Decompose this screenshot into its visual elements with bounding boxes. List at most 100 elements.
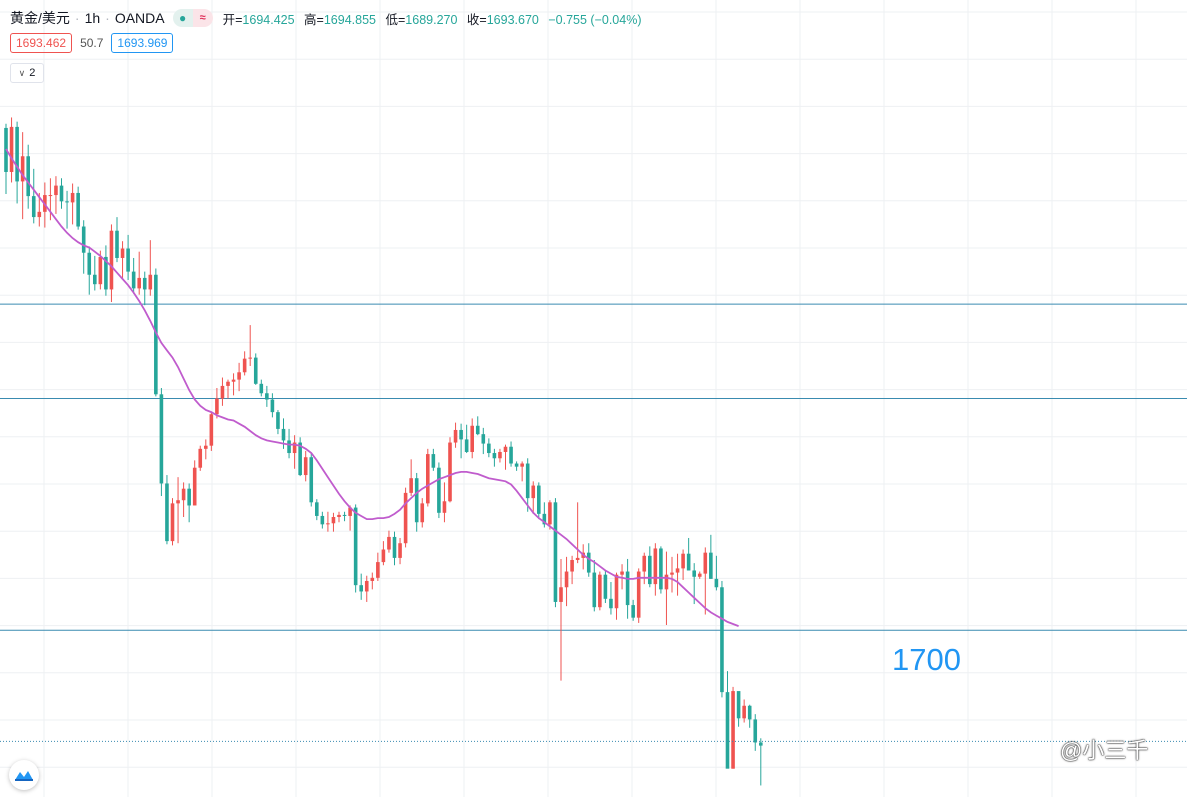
separator-dot: · (74, 10, 80, 26)
candle (581, 544, 585, 570)
candle (592, 559, 597, 612)
interval-label[interactable]: 1h (84, 10, 101, 26)
candle-body (759, 742, 763, 746)
candle-body (54, 185, 58, 196)
watermark-text: @小三千 (1060, 738, 1149, 763)
candle-body (298, 442, 302, 476)
candle (442, 482, 447, 523)
level-label-1700: 1700 (892, 642, 961, 677)
candle-body (664, 574, 669, 590)
candle-body (487, 443, 491, 454)
candle (492, 448, 497, 467)
sell-price-button[interactable]: 1693.462 (10, 33, 73, 53)
candle-body (276, 412, 280, 429)
candlestick-series (4, 117, 763, 786)
candle (659, 546, 663, 594)
candle-body (509, 446, 513, 464)
candle (381, 541, 386, 566)
candle-body (431, 454, 436, 468)
candle (648, 546, 652, 588)
candle (326, 511, 330, 532)
market-open-icon[interactable]: ● (172, 9, 193, 27)
candle-body (287, 440, 291, 454)
candle (487, 438, 491, 458)
candle (237, 362, 241, 392)
candle (287, 428, 291, 459)
ohlc-readout: 开=1694.425 高=1694.855 低=1689.270 收=1693.… (223, 9, 648, 28)
source-label[interactable]: OANDA (114, 10, 165, 26)
candle-body (709, 552, 713, 579)
candle (26, 144, 30, 209)
candle-body (192, 467, 197, 506)
candle (675, 553, 680, 596)
candle (453, 422, 458, 448)
tradingview-logo-icon[interactable] (9, 760, 39, 790)
moving-average-line (5, 148, 739, 627)
candle (431, 448, 436, 471)
candle-body (303, 457, 308, 476)
candle (553, 498, 558, 608)
candle-body (414, 478, 419, 523)
indicators-toggle-button[interactable]: ∨ 2 (10, 63, 44, 83)
candle-body (437, 467, 441, 513)
candle (303, 450, 308, 482)
candle (481, 427, 486, 455)
high-label: 高= (304, 12, 324, 27)
candle (464, 424, 469, 454)
candle-body (215, 398, 219, 415)
candle (364, 575, 369, 602)
candle (176, 477, 180, 544)
candle-body (76, 192, 80, 227)
candle (226, 379, 230, 399)
candle (370, 572, 375, 590)
bid-ask-panel: 1693.462 50.7 1693.969 (10, 33, 174, 53)
candle (181, 482, 186, 518)
open-value: 1694.425 (242, 12, 295, 27)
candle-body (131, 271, 136, 289)
candle-body (553, 502, 558, 602)
candle (126, 234, 130, 280)
candle-body (70, 192, 75, 203)
market-status[interactable]: ● ≈ (172, 9, 213, 27)
candle (115, 217, 119, 263)
symbol-name[interactable]: 黄金/美元 (10, 10, 70, 26)
candle (559, 558, 563, 681)
candle (653, 543, 658, 596)
candle (298, 437, 302, 477)
chevron-down-icon: ∨ (18, 67, 26, 78)
candle-body (176, 500, 180, 504)
candle-body (31, 196, 36, 218)
candle (498, 448, 502, 463)
candle-body (259, 383, 264, 394)
candle-body (464, 439, 469, 452)
candle-body (675, 568, 680, 573)
delayed-data-icon[interactable]: ≈ (192, 9, 213, 27)
candle (198, 445, 203, 471)
candle-body (625, 571, 630, 606)
close-value: 1693.670 (486, 12, 539, 27)
candle-body (376, 562, 380, 578)
candle-body (742, 705, 746, 719)
candle-body (470, 425, 474, 452)
candle (54, 176, 58, 214)
candle (120, 241, 125, 278)
candle-body (159, 394, 164, 484)
candle (570, 555, 574, 585)
candle (337, 511, 341, 523)
candle-body (537, 485, 541, 514)
candle (70, 183, 75, 225)
candle-body (720, 587, 724, 693)
candle-body (714, 578, 719, 588)
candle-body (442, 501, 447, 513)
candle-body (731, 691, 735, 769)
candle-body (148, 274, 153, 290)
candle (204, 439, 208, 460)
close-label: 收= (466, 12, 487, 27)
buy-price-button[interactable]: 1693.969 (111, 33, 174, 53)
candle (742, 699, 746, 723)
candle-body (320, 515, 325, 525)
candle (642, 552, 647, 585)
candle (437, 462, 441, 519)
candle-body (104, 256, 108, 290)
